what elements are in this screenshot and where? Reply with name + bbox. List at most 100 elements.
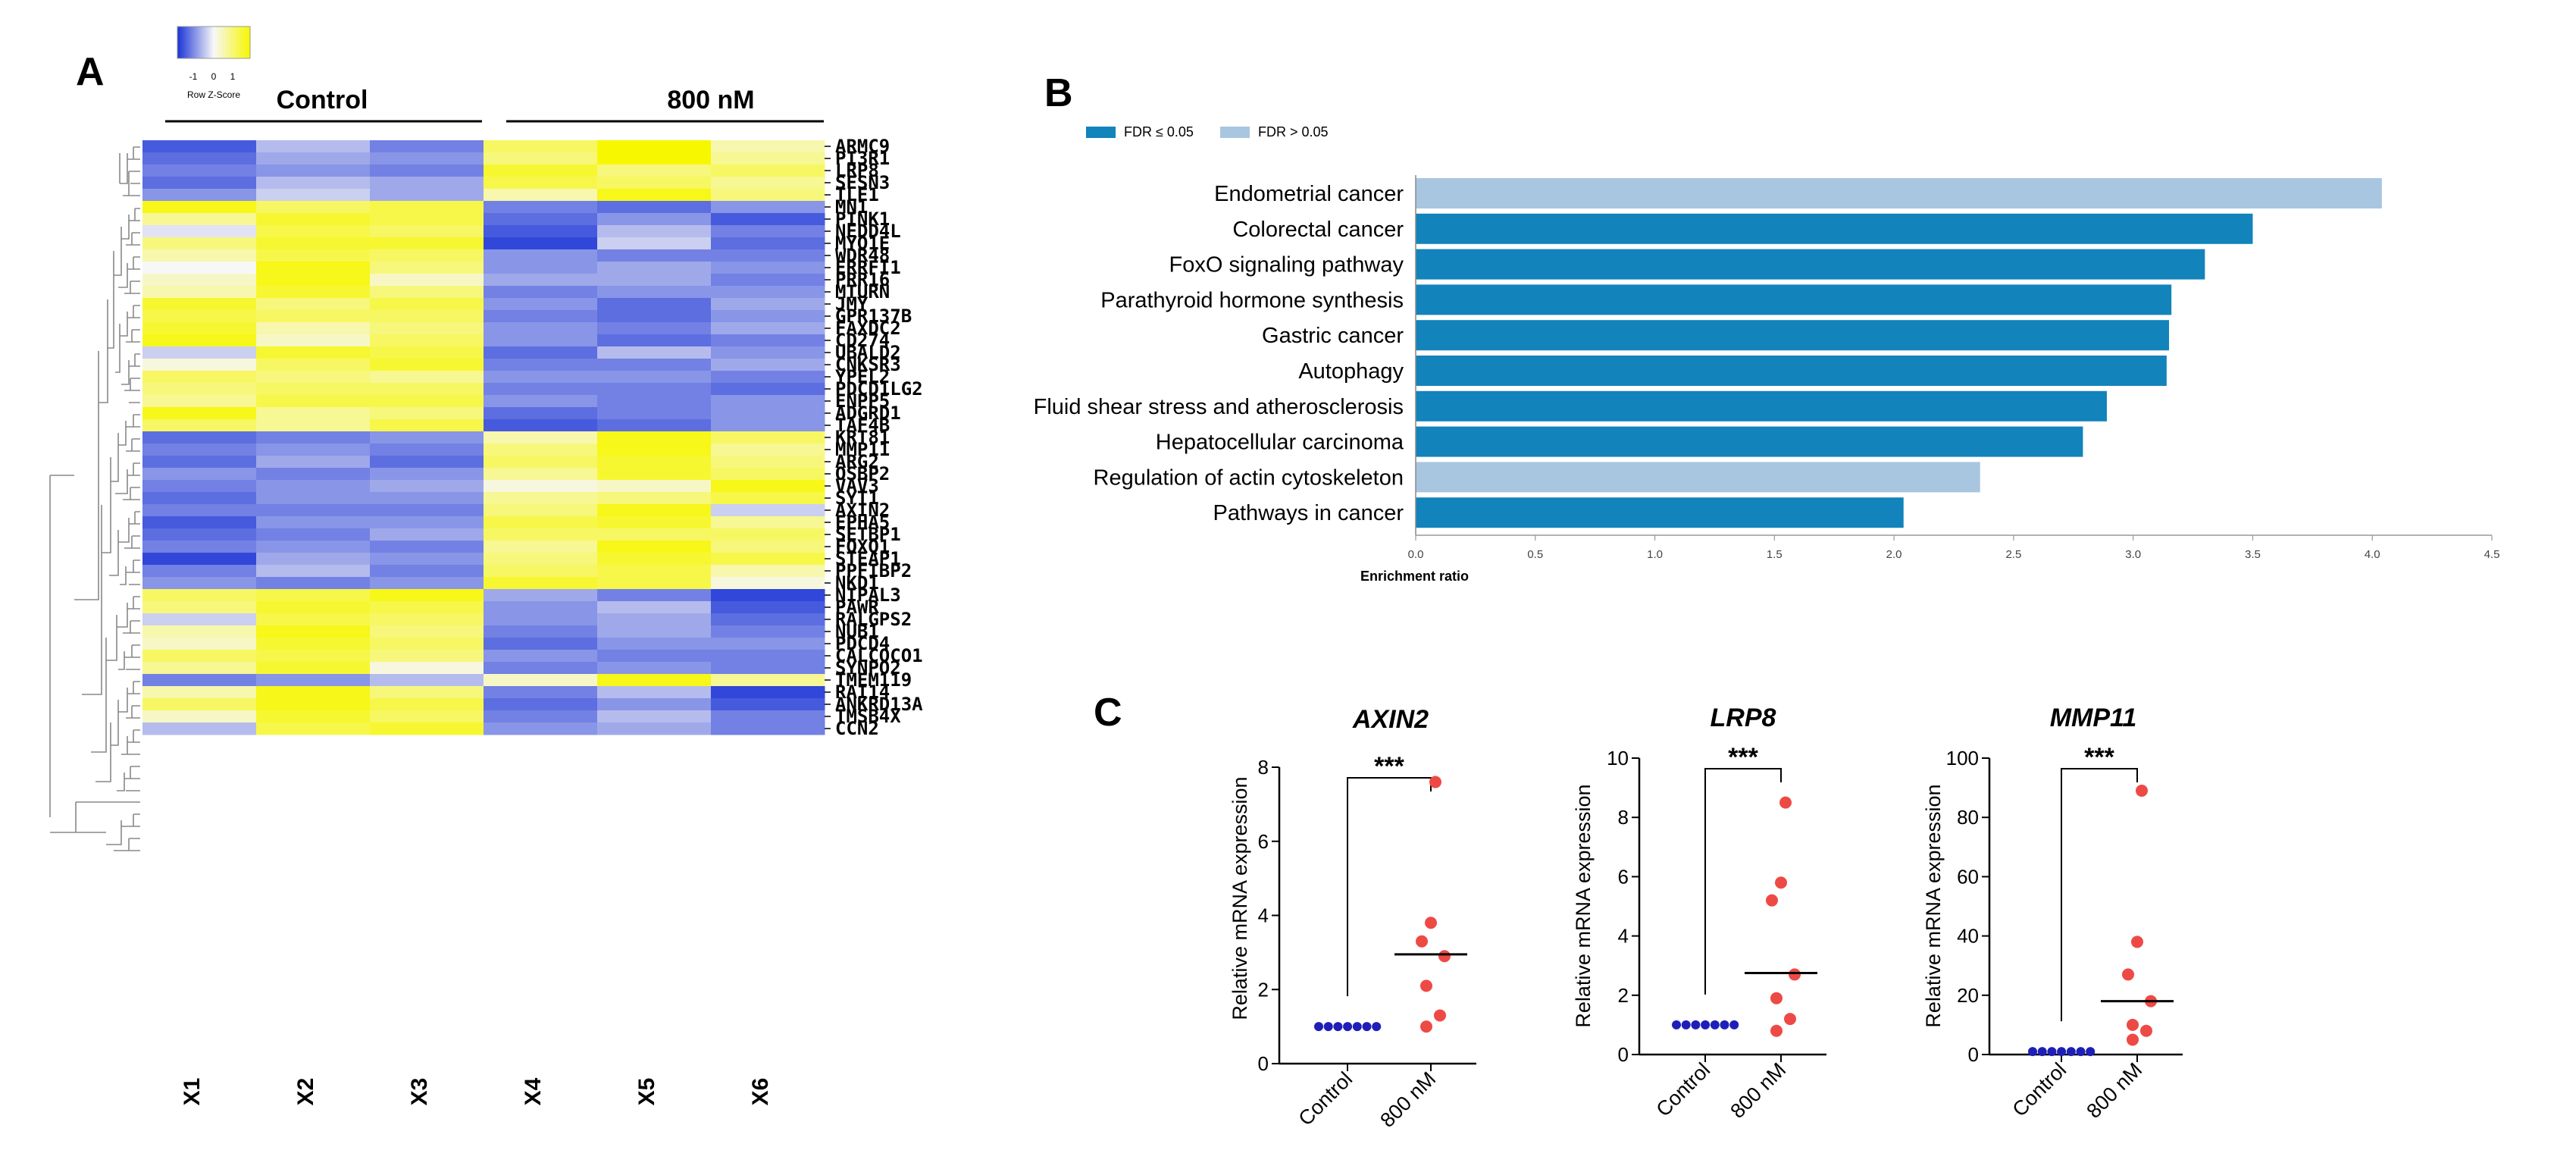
heatmap-cell [597, 541, 712, 553]
heatmap-cell [484, 638, 598, 650]
heatmap-cell [484, 286, 598, 299]
heatmap-cell [370, 310, 484, 323]
x-tick-label: 1.5 [1767, 548, 1783, 561]
gene-label: LRP8 [835, 160, 879, 181]
heatmap-cell [711, 443, 825, 456]
x-axis-title: Enrichment ratio [1360, 569, 1469, 584]
heatmap-cell [597, 189, 712, 202]
gene-label: MYO1E [835, 233, 890, 254]
heatmap-cell [597, 225, 712, 238]
enrichment-bar-chart: Endometrial cancer Colorectal cancer FoxO … [1034, 175, 2499, 584]
control-point [1343, 1022, 1353, 1032]
heatmap-cell [370, 177, 484, 190]
heatmap-cell [142, 650, 257, 663]
heatmap-cell [370, 322, 484, 335]
panel-c-label: C [1094, 691, 1122, 735]
heatmap-cell [711, 650, 825, 663]
heatmap-cell [370, 516, 484, 529]
gene-label: NIPAL3 [835, 584, 901, 606]
heatmap-cell [370, 565, 484, 578]
enrichment-bar [1416, 213, 2253, 244]
heatmap-cell [142, 286, 257, 299]
y-tick-label: 4 [1258, 904, 1269, 927]
heatmap-cell [370, 528, 484, 541]
legend-swatch-significant [1086, 127, 1116, 138]
heatmap-cell [370, 456, 484, 469]
heatmap-cell [256, 140, 371, 153]
heatmap-cell [142, 589, 257, 602]
heatmap-cell [711, 359, 825, 371]
heatmap-cell [597, 613, 712, 626]
heatmap-cell [370, 152, 484, 165]
heatmap-cell [711, 395, 825, 408]
heatmap-cell [142, 674, 257, 687]
heatmap-cell [142, 492, 257, 505]
heatmap-cell [711, 601, 825, 614]
gene-label: RAI14 [835, 682, 890, 703]
gene-label: SESN3 [835, 172, 890, 193]
zscore-colorbar [177, 26, 251, 59]
heatmap-cell [142, 189, 257, 202]
heatmap-cell [142, 225, 257, 238]
heatmap-cell [597, 674, 712, 687]
heatmap-cell [370, 674, 484, 687]
heatmap-cell [711, 140, 825, 153]
gene-label: CALCOCO1 [835, 645, 923, 666]
y-axis-title: Relative mRNA expression [1229, 776, 1251, 1020]
heatmap-cell [484, 650, 598, 663]
treated-point [2127, 1033, 2139, 1046]
significance-bracket [1347, 777, 1432, 997]
heatmap-cell [711, 528, 825, 541]
heatmap-cell [256, 565, 371, 578]
heatmap-cell [597, 722, 712, 735]
y-tick-label: 20 [1957, 984, 1979, 1007]
heatmap-cell [597, 443, 712, 456]
heatmap-cell [256, 613, 371, 626]
heatmap-cell [142, 262, 257, 274]
enrichment-bar [1416, 426, 2083, 457]
y-tick-label: 6 [1618, 865, 1629, 888]
heatmap-cell [484, 140, 598, 153]
enrichment-legend: FDR ≤ 0.05 FDR > 0.05 [1086, 124, 1329, 139]
dot-plot-axin2: 0 2 4 6 8 Control 800 nM Relative mRNA expressi… [1229, 705, 1476, 1132]
heatmap-cell [256, 322, 371, 335]
heatmap-cell [597, 371, 712, 384]
heatmap-cell [370, 334, 484, 347]
heatmap-cell [597, 492, 712, 505]
heatmap-cell [370, 189, 484, 202]
heatmap-cell [597, 286, 712, 299]
x-tick-label: 3.5 [2245, 548, 2261, 561]
heatmap-cell [370, 589, 484, 602]
heatmap-cell [370, 480, 484, 493]
heatmap-cell [256, 722, 371, 735]
y-axis-title: Relative mRNA expression [1922, 784, 1945, 1027]
gene-label: EPHA5 [835, 512, 890, 533]
treated-point [1779, 796, 1792, 809]
heatmap-cell [711, 310, 825, 323]
heatmap-cell [370, 601, 484, 614]
heatmap-cell [711, 698, 825, 711]
heatmap-cell [484, 346, 598, 359]
enrichment-bar [1416, 320, 2169, 351]
heatmap-cell [370, 201, 484, 214]
heatmap-cell [256, 274, 371, 287]
gene-label: TMEM119 [835, 669, 912, 691]
pathway-label: FoxO signaling pathway [1169, 253, 1404, 277]
heatmap-cell [370, 371, 484, 384]
gene-label: YPEL2 [835, 366, 890, 387]
significance-stars: *** [1728, 743, 1758, 772]
heatmap-cell [484, 298, 598, 311]
heatmap-cell [711, 468, 825, 481]
heatmap-cell [142, 686, 257, 699]
heatmap-cell [597, 577, 712, 590]
heatmap-cell [142, 516, 257, 529]
heatmap-cell [484, 674, 598, 687]
control-point [1720, 1020, 1729, 1030]
heatmap-cell [484, 553, 598, 566]
y-axis-title: Relative mRNA expression [1572, 784, 1595, 1027]
y-tick-label: 0 [1618, 1043, 1629, 1066]
control-point [1333, 1022, 1343, 1032]
y-tick-label: 2 [1618, 984, 1629, 1007]
enrichment-bar [1416, 356, 2167, 386]
